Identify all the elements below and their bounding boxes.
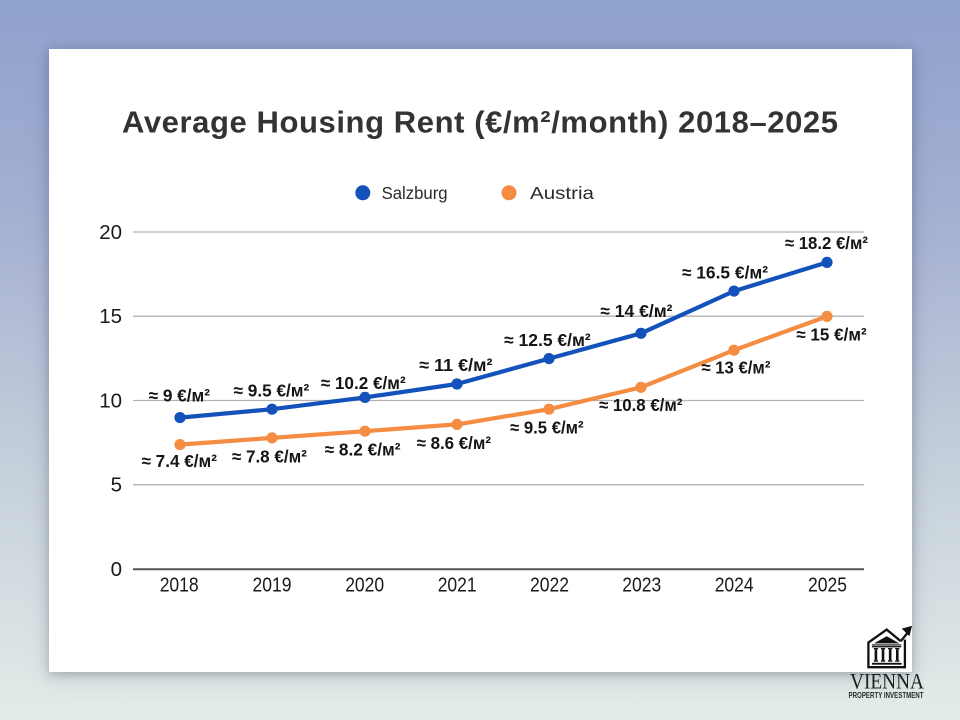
svg-text:≈ 12.5 €/м²: ≈ 12.5 €/м²: [504, 330, 591, 350]
svg-text:5: 5: [111, 474, 122, 497]
svg-text:2021: 2021: [438, 575, 477, 597]
svg-text:VIENNA: VIENNA: [850, 669, 925, 694]
svg-text:≈ 8.2 €/м²: ≈ 8.2 €/м²: [325, 439, 401, 459]
svg-text:≈ 8.6 €/м²: ≈ 8.6 €/м²: [417, 433, 491, 453]
svg-text:2025: 2025: [808, 575, 847, 597]
svg-text:≈ 15 €/м²: ≈ 15 €/м²: [796, 324, 866, 344]
svg-text:≈ 13 €/м²: ≈ 13 €/м²: [701, 357, 770, 377]
svg-text:2024: 2024: [715, 575, 754, 597]
svg-text:≈ 11 €/м²: ≈ 11 €/м²: [419, 355, 492, 375]
svg-text:≈ 14 €/м²: ≈ 14 €/м²: [600, 301, 672, 321]
svg-text:2022: 2022: [530, 575, 569, 597]
svg-text:≈ 7.4 €/м²: ≈ 7.4 €/м²: [142, 451, 217, 471]
svg-text:≈ 16.5 €/м²: ≈ 16.5 €/м²: [682, 262, 768, 282]
svg-text:≈ 9.5 €/м²: ≈ 9.5 €/м²: [234, 380, 310, 400]
svg-text:≈ 9 €/м²: ≈ 9 €/м²: [149, 386, 210, 406]
svg-text:2020: 2020: [345, 575, 384, 597]
svg-text:2018: 2018: [160, 575, 199, 597]
svg-text:≈ 9.5 €/м²: ≈ 9.5 €/м²: [510, 418, 584, 438]
svg-text:≈ 10.2 €/м²: ≈ 10.2 €/м²: [321, 373, 406, 393]
svg-text:Austria: Austria: [530, 183, 594, 203]
svg-text:≈ 7.8 €/м²: ≈ 7.8 €/м²: [232, 447, 307, 467]
svg-text:0: 0: [111, 558, 122, 581]
svg-text:Salzburg: Salzburg: [382, 183, 448, 203]
svg-text:≈ 18.2 €/м²: ≈ 18.2 €/м²: [785, 233, 868, 253]
svg-text:PROPERTY INVESTMENT: PROPERTY INVESTMENT: [849, 691, 924, 700]
svg-text:15: 15: [99, 305, 122, 328]
svg-text:≈ 10.8 €/м²: ≈ 10.8 €/м²: [599, 395, 683, 415]
svg-text:10: 10: [99, 389, 122, 412]
svg-text:2019: 2019: [253, 575, 292, 597]
svg-text:2023: 2023: [622, 575, 661, 597]
svg-text:Average Housing Rent (€/m²/mon: Average Housing Rent (€/m²/month) 2018–2…: [122, 105, 838, 140]
svg-text:20: 20: [99, 221, 122, 244]
